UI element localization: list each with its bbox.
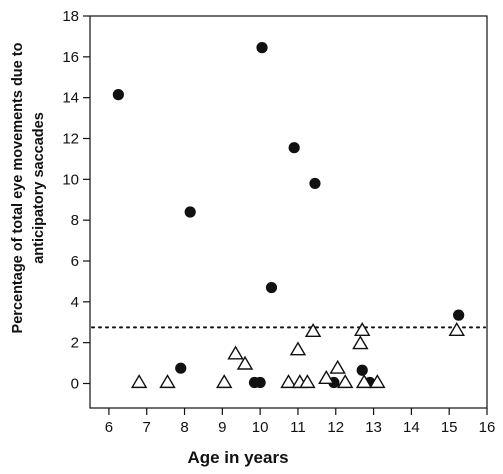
data-point-triangle <box>369 374 386 389</box>
x-tick-label: 7 <box>143 419 151 436</box>
x-tick-label: 16 <box>479 419 496 436</box>
y-tick-label: 18 <box>62 8 79 25</box>
x-tick-label: 13 <box>365 419 382 436</box>
data-point-circle <box>184 206 196 218</box>
x-tick-label: 12 <box>327 419 344 436</box>
data-point-triangle <box>329 359 346 374</box>
data-point-circle <box>256 42 268 54</box>
x-tick-label: 8 <box>180 419 188 436</box>
data-point-triangle <box>130 374 148 389</box>
x-tick-label: 9 <box>218 419 226 436</box>
x-axis-title: Age in years <box>187 448 288 467</box>
axes: 6 7 8 9 10 11 12 13 14 15 16 0 2 4 6 8 10 12 14 16 18 <box>62 8 495 436</box>
data-point-triangle <box>227 345 244 360</box>
y-tick-label: 0 <box>71 376 79 393</box>
data-point-triangle <box>289 341 307 356</box>
data-point-circle <box>175 362 187 374</box>
y-tick-label: 10 <box>62 171 79 188</box>
data-point-triangle <box>355 374 373 389</box>
data-point-triangle <box>280 374 297 389</box>
data-point-circle <box>309 177 321 190</box>
data-point-circle <box>356 364 368 376</box>
data-point-triangle <box>159 374 176 389</box>
y-tick-label: 2 <box>71 335 79 352</box>
data-point-triangle <box>304 323 322 338</box>
x-tick-label: 15 <box>441 419 458 436</box>
data-point-triangle <box>215 374 233 389</box>
y-tick-label: 8 <box>71 212 79 229</box>
x-tick-label: 11 <box>290 419 306 436</box>
plot-frame <box>89 15 488 409</box>
data-point-circle <box>453 309 465 321</box>
data-points <box>112 42 465 389</box>
y-tick-label: 14 <box>62 90 79 107</box>
x-tick-label: 10 <box>252 419 269 436</box>
y-axis-title-line-1: Percentage of total eye movements due to <box>10 42 26 333</box>
y-axis-title: Percentage of total eye movements due to… <box>10 42 47 333</box>
data-point-circle <box>288 142 300 154</box>
data-point-triangle <box>448 322 465 337</box>
data-point-triangle <box>352 335 369 350</box>
x-tick-label: 14 <box>403 419 420 436</box>
data-point-triangle <box>354 322 371 337</box>
y-tick-label: 6 <box>71 253 79 270</box>
data-point-circle <box>265 281 278 294</box>
y-tick-label: 12 <box>62 131 79 148</box>
x-tick-label: 6 <box>105 419 113 436</box>
data-point-triangle <box>318 370 335 384</box>
data-point-circle <box>112 89 124 101</box>
data-point-triangle <box>336 374 354 389</box>
y-tick-label: 4 <box>71 294 79 311</box>
data-point-triangle <box>236 355 254 370</box>
y-tick-label: 16 <box>62 49 79 66</box>
data-point-circle <box>254 376 266 389</box>
data-point-triangle <box>299 374 316 389</box>
y-axis-title-line-2: anticipatory saccades <box>31 112 47 264</box>
